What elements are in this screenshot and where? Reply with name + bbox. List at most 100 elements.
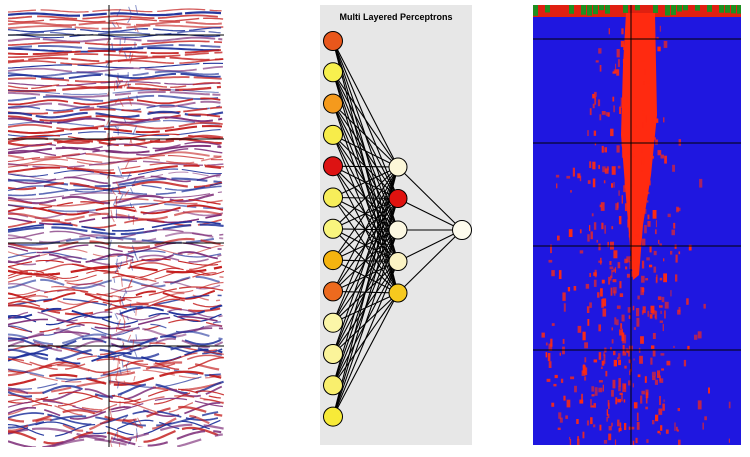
probability-streak bbox=[593, 272, 597, 276]
input-hidden-link bbox=[332, 166, 399, 355]
seismic-noise-stroke bbox=[133, 349, 138, 358]
probability-streak bbox=[688, 244, 692, 251]
seismic-reflector bbox=[8, 260, 222, 273]
probability-streak bbox=[611, 389, 614, 397]
input-hidden-link bbox=[332, 198, 399, 417]
probability-streak bbox=[613, 268, 617, 272]
seismic-noise-stroke bbox=[113, 355, 116, 361]
probability-streak bbox=[610, 347, 612, 351]
probability-streak bbox=[708, 387, 710, 394]
probability-streak bbox=[664, 301, 669, 309]
seismic-reflector bbox=[8, 303, 221, 316]
probability-streak bbox=[659, 25, 661, 32]
input-node bbox=[323, 250, 343, 271]
seismic-noise-stroke bbox=[109, 338, 111, 349]
probability-streak bbox=[645, 125, 647, 133]
probability-streak bbox=[635, 437, 638, 444]
seismic-noise-stroke bbox=[135, 334, 138, 340]
probability-streak bbox=[587, 234, 590, 242]
probability-streak bbox=[593, 279, 597, 287]
probability-streak bbox=[581, 370, 586, 376]
probability-streak bbox=[546, 378, 551, 382]
probability-streak bbox=[611, 166, 616, 175]
probability-streak bbox=[577, 173, 581, 179]
probability-streak bbox=[557, 427, 561, 430]
probability-streak bbox=[611, 183, 613, 188]
seismic-noise-stroke bbox=[124, 51, 128, 59]
probability-top-strip-green bbox=[671, 5, 676, 16]
probability-streak bbox=[659, 431, 661, 435]
seismic-noise-stroke bbox=[128, 278, 133, 287]
probability-streak bbox=[616, 319, 619, 326]
seismic-noise-stroke bbox=[114, 313, 119, 320]
probability-streak bbox=[675, 254, 678, 263]
probability-streak bbox=[615, 63, 617, 73]
probability-streak bbox=[676, 426, 678, 431]
input-node bbox=[323, 31, 343, 51]
probability-streak bbox=[593, 403, 596, 408]
probability-streak bbox=[611, 269, 613, 279]
probability-streak bbox=[631, 271, 633, 277]
probability-streak bbox=[598, 380, 603, 383]
seismic-reflector bbox=[8, 17, 224, 23]
probability-streak bbox=[673, 222, 676, 229]
probability-streak bbox=[640, 287, 644, 296]
probability-streak bbox=[553, 383, 557, 387]
seismic-noise-stroke bbox=[125, 160, 130, 169]
probability-streak bbox=[632, 383, 634, 388]
seismic-reflector bbox=[8, 423, 224, 441]
seismic-reflector bbox=[8, 171, 221, 181]
probability-streak bbox=[620, 40, 625, 48]
probability-streak bbox=[566, 399, 571, 408]
probability-streak bbox=[581, 393, 583, 402]
probability-streak bbox=[590, 399, 592, 406]
probability-streak bbox=[655, 139, 658, 145]
seismic-noise-stroke bbox=[113, 277, 116, 283]
probability-streak bbox=[599, 65, 602, 72]
probability-streak bbox=[642, 121, 644, 129]
probability-streak bbox=[610, 275, 612, 281]
probability-streak bbox=[545, 342, 548, 346]
probability-streak bbox=[577, 438, 580, 445]
probability-streak bbox=[555, 174, 560, 178]
probability-streak bbox=[686, 298, 689, 305]
probability-streak bbox=[599, 424, 602, 431]
probability-streak bbox=[598, 164, 600, 169]
probability-streak bbox=[631, 136, 633, 143]
seismic-reflector bbox=[8, 119, 221, 128]
seismic-reflector bbox=[8, 173, 221, 185]
seismic-reflector bbox=[8, 361, 220, 377]
probability-streak bbox=[562, 338, 565, 344]
seismic-reflector bbox=[8, 62, 224, 69]
seismic-reflector bbox=[8, 58, 224, 66]
probability-streak bbox=[579, 250, 584, 254]
probability-streak bbox=[652, 210, 657, 219]
probability-streak bbox=[654, 310, 658, 320]
probability-streak bbox=[652, 118, 654, 123]
probability-streak bbox=[557, 235, 560, 241]
probability-streak bbox=[659, 375, 661, 382]
probability-streak bbox=[617, 398, 621, 403]
probability-streak bbox=[651, 155, 654, 159]
probability-streak bbox=[670, 250, 673, 255]
probability-streak bbox=[609, 261, 612, 266]
probability-streak bbox=[636, 317, 640, 327]
hidden-output-link bbox=[397, 229, 463, 262]
probability-streak bbox=[611, 226, 614, 230]
probability-streak bbox=[644, 68, 647, 76]
probability-top-strip-green bbox=[695, 5, 700, 11]
probability-streak bbox=[636, 308, 640, 317]
seismic-reflector bbox=[8, 20, 222, 27]
probability-streak bbox=[604, 147, 607, 153]
probability-streak bbox=[640, 205, 642, 212]
probability-streak bbox=[667, 213, 671, 218]
probability-streak bbox=[618, 386, 621, 392]
probability-streak bbox=[651, 345, 655, 349]
probability-streak bbox=[612, 96, 615, 102]
seismic-noise-stroke bbox=[109, 409, 113, 420]
probability-streak bbox=[697, 331, 702, 339]
seismic-reflector bbox=[8, 298, 222, 312]
seismic-noise-stroke bbox=[137, 417, 142, 425]
probability-streak bbox=[645, 278, 648, 281]
seismic-noise-stroke bbox=[121, 360, 124, 369]
